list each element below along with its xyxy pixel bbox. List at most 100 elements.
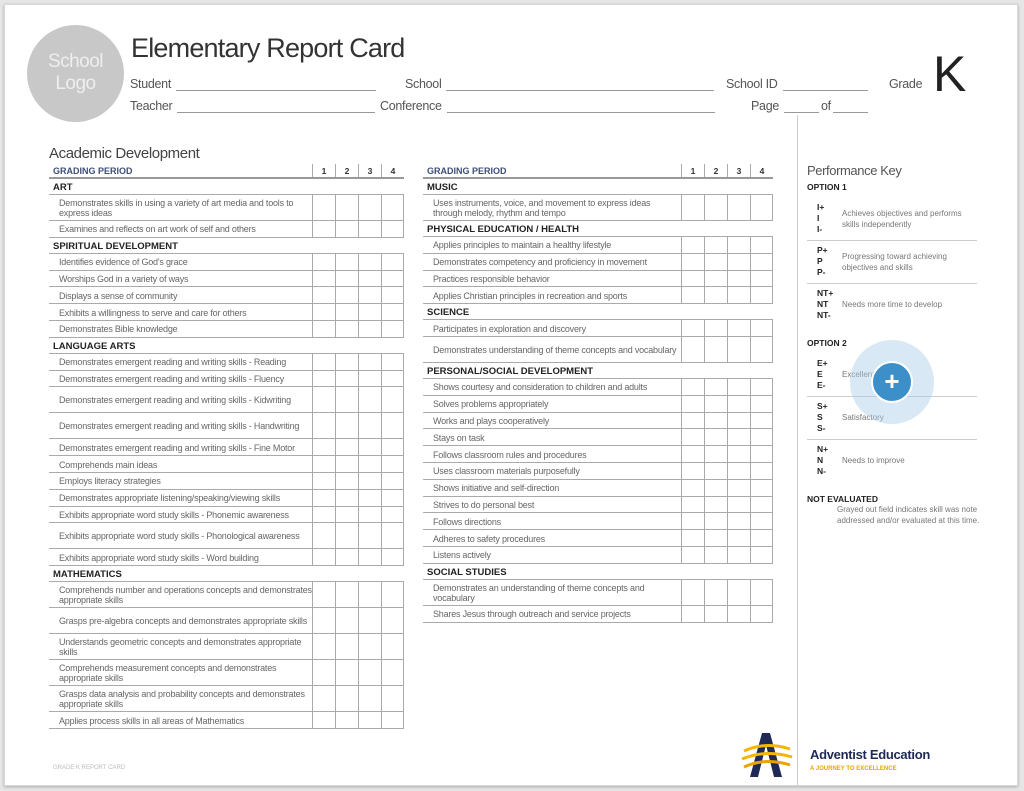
grade-cell-period-2[interactable] (704, 579, 727, 605)
grade-cell-period-3[interactable] (358, 270, 381, 287)
grade-cell-period-4[interactable] (750, 378, 773, 395)
grade-cell-period-2[interactable] (704, 336, 727, 362)
grade-cell-period-2[interactable] (335, 608, 358, 634)
grade-cell-period-1[interactable] (312, 387, 335, 413)
grade-cell-period-2[interactable] (335, 413, 358, 439)
grade-cell-period-3[interactable] (727, 605, 750, 622)
grade-cell-period-4[interactable] (381, 439, 404, 456)
grade-cell-period-3[interactable] (358, 370, 381, 387)
grade-cell-period-2[interactable] (704, 496, 727, 513)
grade-cell-period-3[interactable] (727, 195, 750, 220)
teacher-field[interactable]: Teacher (130, 99, 376, 113)
grade-cell-period-4[interactable] (750, 395, 773, 412)
grade-cell-period-1[interactable] (312, 582, 335, 608)
page-field[interactable]: Page of (751, 99, 868, 113)
grade-cell-period-2[interactable] (335, 712, 358, 728)
grade-cell-period-2[interactable] (704, 287, 727, 304)
grade-cell-period-2[interactable] (335, 686, 358, 712)
grade-cell-period-2[interactable] (704, 446, 727, 462)
grade-cell-period-1[interactable] (312, 304, 335, 320)
grade-cell-period-2[interactable] (335, 582, 358, 608)
grade-cell-period-3[interactable] (727, 395, 750, 412)
grade-cell-period-3[interactable] (358, 712, 381, 728)
grade-cell-period-3[interactable] (358, 221, 381, 237)
grade-cell-period-4[interactable] (750, 195, 773, 220)
grade-cell-period-1[interactable] (312, 287, 335, 304)
grade-cell-period-2[interactable] (335, 270, 358, 287)
grade-cell-period-3[interactable] (358, 523, 381, 549)
grade-cell-period-1[interactable] (681, 320, 704, 336)
grade-cell-period-2[interactable] (335, 221, 358, 237)
grade-cell-period-4[interactable] (750, 237, 773, 253)
grade-cell-period-2[interactable] (335, 634, 358, 660)
grade-cell-period-2[interactable] (704, 546, 727, 563)
grade-cell-period-3[interactable] (727, 513, 750, 530)
grade-cell-period-1[interactable] (681, 605, 704, 622)
grade-cell-period-1[interactable] (681, 378, 704, 395)
grade-cell-period-2[interactable] (335, 549, 358, 566)
grade-cell-period-3[interactable] (358, 506, 381, 523)
grade-cell-period-1[interactable] (681, 462, 704, 479)
school-id-field[interactable]: School ID (726, 77, 868, 91)
grade-cell-period-2[interactable] (335, 523, 358, 549)
grade-cell-period-3[interactable] (358, 608, 381, 634)
grade-cell-period-2[interactable] (335, 660, 358, 686)
grade-cell-period-4[interactable] (750, 446, 773, 462)
grade-cell-period-4[interactable] (750, 479, 773, 496)
grade-cell-period-4[interactable] (381, 523, 404, 549)
grade-cell-period-4[interactable] (381, 506, 404, 523)
grade-cell-period-4[interactable] (381, 353, 404, 370)
grade-cell-period-1[interactable] (312, 712, 335, 728)
grade-cell-period-1[interactable] (312, 686, 335, 712)
grade-cell-period-1[interactable] (312, 320, 335, 337)
grade-cell-period-3[interactable] (727, 270, 750, 287)
grade-cell-period-1[interactable] (312, 353, 335, 370)
grade-cell-period-3[interactable] (727, 378, 750, 395)
grade-cell-period-2[interactable] (335, 489, 358, 506)
grade-cell-period-4[interactable] (381, 304, 404, 320)
grade-cell-period-2[interactable] (335, 287, 358, 304)
grade-cell-period-4[interactable] (381, 287, 404, 304)
grade-cell-period-1[interactable] (312, 660, 335, 686)
grade-cell-period-3[interactable] (727, 530, 750, 546)
grade-cell-period-1[interactable] (681, 479, 704, 496)
grade-cell-period-4[interactable] (750, 605, 773, 622)
grade-cell-period-4[interactable] (381, 387, 404, 413)
grade-cell-period-2[interactable] (704, 395, 727, 412)
grade-cell-period-4[interactable] (750, 429, 773, 446)
grade-cell-period-2[interactable] (335, 456, 358, 472)
grade-cell-period-1[interactable] (681, 412, 704, 429)
grade-cell-period-3[interactable] (358, 439, 381, 456)
grade-cell-period-3[interactable] (358, 549, 381, 566)
grade-cell-period-1[interactable] (312, 634, 335, 660)
grade-cell-period-3[interactable] (727, 546, 750, 563)
grade-cell-period-4[interactable] (381, 549, 404, 566)
grade-cell-period-4[interactable] (381, 456, 404, 472)
grade-cell-period-1[interactable] (312, 439, 335, 456)
grade-cell-period-1[interactable] (312, 549, 335, 566)
grade-cell-period-1[interactable] (681, 195, 704, 220)
grade-cell-period-1[interactable] (681, 530, 704, 546)
grade-cell-period-3[interactable] (727, 579, 750, 605)
grade-cell-period-3[interactable] (358, 195, 381, 220)
grade-cell-period-3[interactable] (358, 489, 381, 506)
grade-cell-period-4[interactable] (381, 712, 404, 728)
grade-cell-period-2[interactable] (335, 472, 358, 489)
grade-cell-period-1[interactable] (312, 472, 335, 489)
grade-cell-period-2[interactable] (704, 237, 727, 253)
grade-cell-period-1[interactable] (312, 253, 335, 270)
grade-cell-period-2[interactable] (704, 605, 727, 622)
grade-cell-period-1[interactable] (312, 489, 335, 506)
grade-cell-period-4[interactable] (381, 195, 404, 220)
grade-cell-period-3[interactable] (358, 387, 381, 413)
grade-cell-period-2[interactable] (704, 530, 727, 546)
grade-cell-period-1[interactable] (312, 195, 335, 220)
grade-cell-period-3[interactable] (727, 429, 750, 446)
grade-cell-period-3[interactable] (358, 634, 381, 660)
grade-cell-period-1[interactable] (681, 336, 704, 362)
grade-cell-period-3[interactable] (727, 412, 750, 429)
grade-cell-period-3[interactable] (358, 660, 381, 686)
grade-cell-period-2[interactable] (704, 270, 727, 287)
grade-cell-period-1[interactable] (312, 413, 335, 439)
grade-cell-period-1[interactable] (681, 237, 704, 253)
